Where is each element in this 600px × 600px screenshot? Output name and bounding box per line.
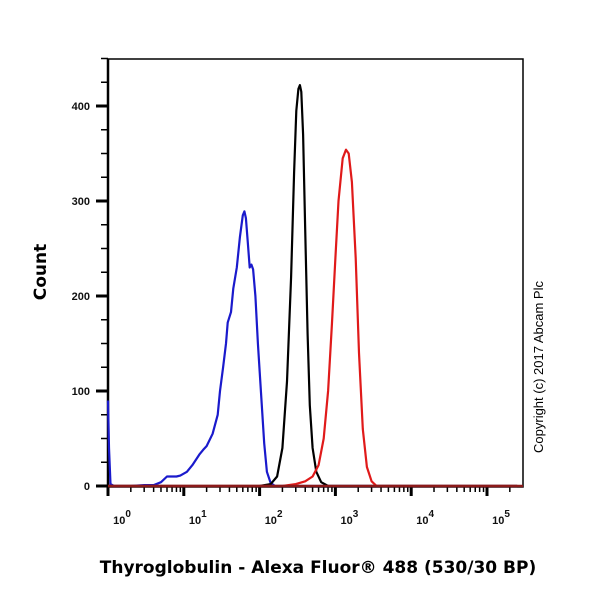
y-tick-label: 100	[72, 386, 90, 398]
y-axis-ticks: 0 100 200 300 400	[72, 57, 108, 493]
y-tick-label: 400	[72, 101, 90, 113]
plot-frame	[107, 58, 524, 488]
histogram-series	[106, 84, 518, 488]
x-tick-label: 104	[416, 509, 434, 527]
x-tick-label: 101	[189, 509, 207, 527]
y-tick-label: 300	[72, 196, 90, 208]
y-axis-title: Count	[31, 244, 51, 301]
y-tick-label: 200	[72, 291, 90, 303]
x-axis-ticks: 100 101 102 103 104 105	[106, 486, 511, 527]
x-tick-label: 102	[265, 509, 283, 527]
histogram-blue-curve	[106, 210, 518, 488]
x-tick-label: 103	[340, 509, 358, 527]
x-axis-title: Thyroglobulin - Alexa Fluor® 488 (530/30…	[100, 558, 536, 578]
x-tick-label: 100	[113, 509, 131, 527]
y-tick-label: 0	[84, 481, 90, 493]
copyright-annotation: Copyright (c) 2017 Abcam Plc	[531, 281, 546, 453]
histogram-black-curve	[108, 84, 518, 488]
histogram-red-curve	[108, 148, 518, 488]
x-tick-label: 105	[492, 509, 510, 527]
